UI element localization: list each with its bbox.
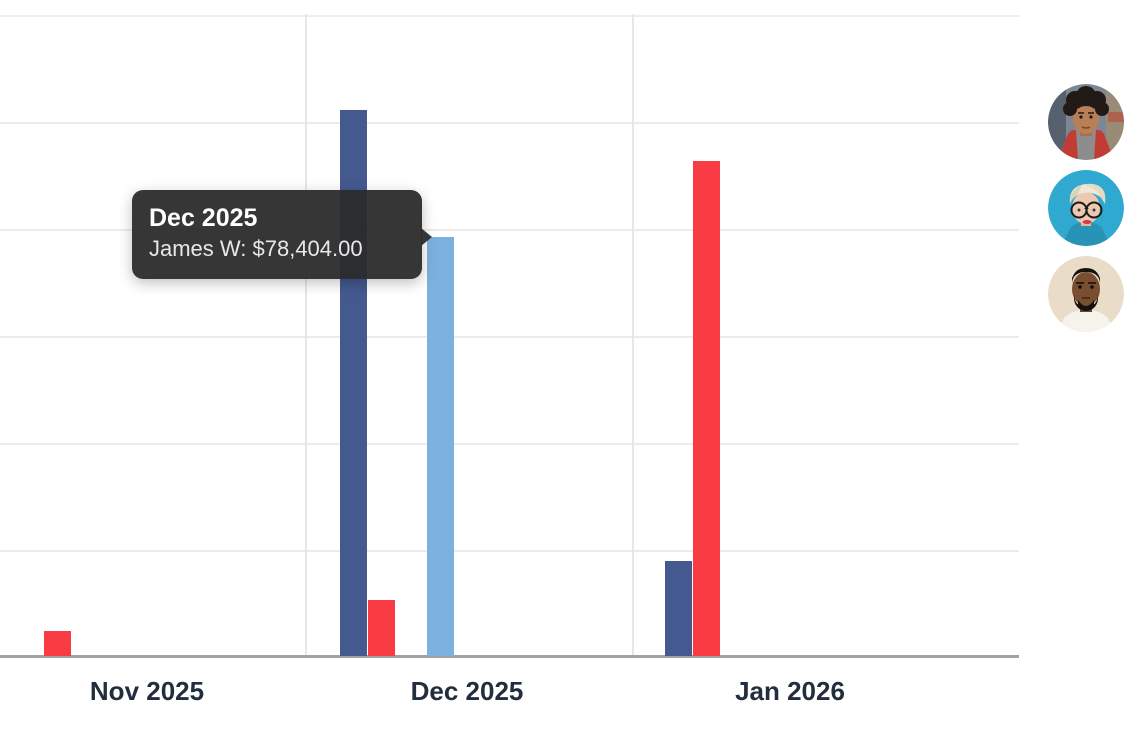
avatar-man-curly-hair[interactable] [1048,84,1124,160]
horizontal-gridline [0,443,1019,445]
tooltip-arrow-icon [421,228,432,246]
x-axis-label: Nov 2025 [89,676,205,706]
bar-series-red[interactable] [44,631,71,656]
horizontal-gridline [0,550,1019,552]
x-axis-label: Dec 2025 [410,676,524,706]
vertical-gridline [632,14,634,657]
tooltip-value: James W: $78,404.00 [149,236,363,261]
avatar-man-beard[interactable] [1048,256,1124,332]
avatar-man-beard-icon [1048,256,1124,332]
horizontal-gridline [0,15,1019,17]
bar-series-navy[interactable] [665,561,692,656]
horizontal-gridline [0,336,1019,338]
avatar-woman-glasses-icon [1048,170,1124,246]
chart-tooltip: Dec 2025 James W: $78,404.00 [132,190,432,279]
x-axis-line [0,655,1019,658]
bar-series-red[interactable] [693,161,720,656]
horizontal-gridline [0,122,1019,124]
x-axis-label: Jan 2026 [735,676,845,706]
tooltip-title: Dec 2025 [149,204,258,232]
bar-series-red[interactable] [368,600,395,656]
horizontal-gridline [0,229,1019,231]
avatar-column [1048,84,1124,342]
avatar-woman-glasses[interactable] [1048,170,1124,246]
bar-james-w[interactable] [427,237,454,656]
avatar-man-curly-hair-icon [1048,84,1124,160]
vertical-gridline [305,14,307,657]
